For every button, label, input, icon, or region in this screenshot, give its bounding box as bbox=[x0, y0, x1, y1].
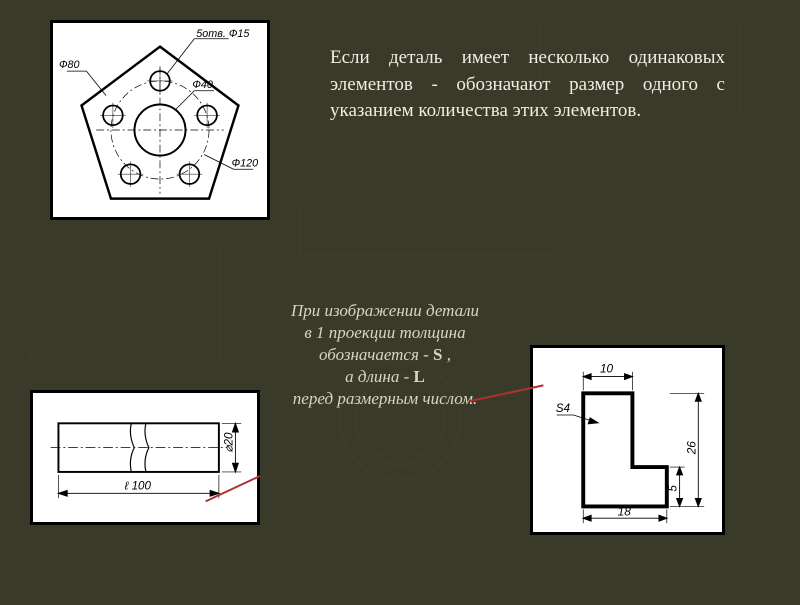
rect-svg: ℓ 100 ⌀20 bbox=[39, 399, 251, 516]
drawing-l-section: 10 26 5 18 S4 bbox=[530, 345, 725, 535]
label-width-10: 10 bbox=[600, 363, 614, 376]
lshape-svg: 10 26 5 18 S4 bbox=[539, 354, 716, 526]
label-width-18: 18 bbox=[618, 505, 632, 518]
label-dia-20: ⌀20 bbox=[222, 432, 235, 453]
text-comma: , bbox=[447, 345, 451, 364]
symbol-l: L bbox=[414, 367, 425, 386]
drawing-cylinder-length: ℓ 100 ⌀20 bbox=[30, 390, 260, 525]
label-length-100: ℓ 100 bbox=[124, 479, 152, 492]
label-f40: Ф40 bbox=[192, 79, 213, 91]
label-step-5: 5 bbox=[667, 485, 680, 492]
symbol-s: S bbox=[433, 345, 442, 364]
paragraph-thickness-length: При изображении детали в 1 проекции толщ… bbox=[290, 300, 480, 410]
drawing-pentagon-flange: 5отв. Ф15 Ф80 Ф40 Ф120 bbox=[50, 20, 270, 220]
label-f120: Ф120 bbox=[232, 157, 259, 169]
label-thickness-s4: S4 bbox=[556, 402, 571, 415]
paragraph-multiple-elements: Если деталь имеет несколько одинаковых э… bbox=[330, 45, 725, 125]
pentagon-svg: 5отв. Ф15 Ф80 Ф40 Ф120 bbox=[57, 27, 263, 213]
label-5otv-f15: 5отв. Ф15 bbox=[196, 28, 250, 40]
text-line2: а длина - bbox=[345, 367, 409, 386]
text-body: Если деталь имеет несколько одинаковых э… bbox=[330, 47, 725, 121]
label-height-26: 26 bbox=[685, 441, 698, 456]
label-f80: Ф80 bbox=[59, 59, 80, 71]
text-line3: перед размерным числом. bbox=[293, 389, 477, 408]
